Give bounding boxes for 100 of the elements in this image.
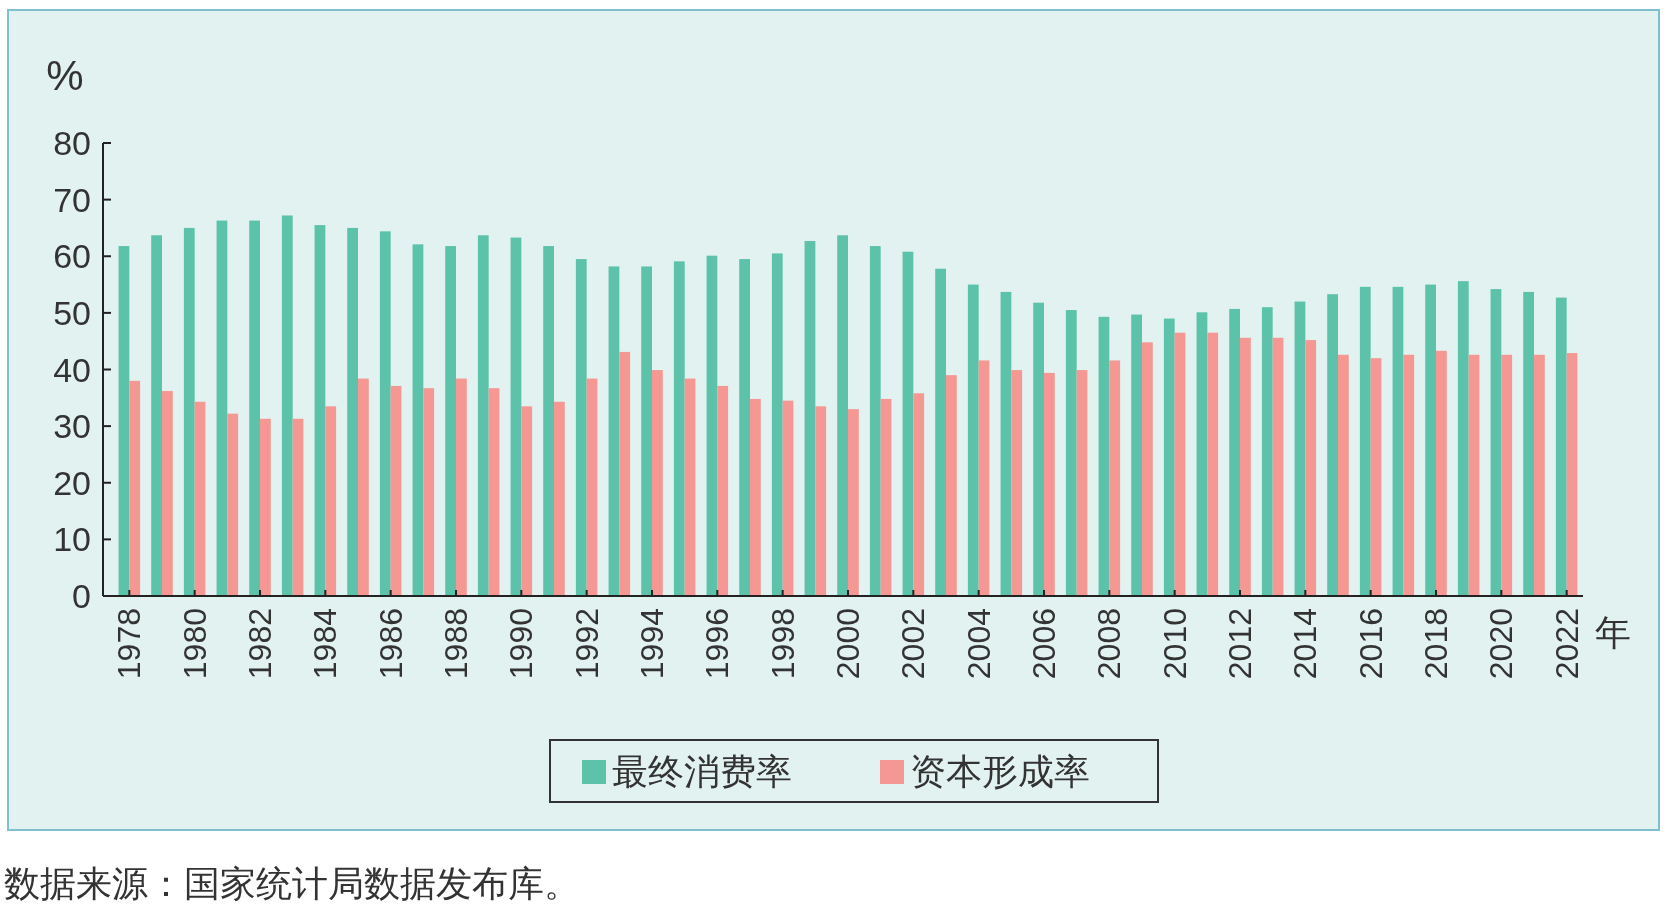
y-tick-label: 50 [53, 293, 91, 332]
x-tick-label: 2006 [1026, 608, 1062, 680]
x-tick-label: 2018 [1418, 608, 1454, 680]
x-tick-label: 1996 [699, 608, 736, 680]
y-tick-label: 60 [53, 237, 91, 276]
bar [521, 406, 533, 596]
x-tick-label: 1994 [634, 608, 670, 680]
x-tick-label: 2014 [1287, 608, 1324, 680]
y-tick-label: 10 [53, 520, 91, 559]
x-tick-label: 2016 [1352, 608, 1389, 680]
bar [260, 418, 271, 596]
bar [129, 380, 141, 596]
bar [880, 398, 892, 596]
bar [1000, 291, 1012, 596]
bar [477, 235, 489, 596]
bar [1294, 301, 1306, 596]
x-tick-label: 2004 [960, 608, 997, 680]
bar [118, 246, 130, 596]
y-tick-label: 30 [53, 407, 91, 446]
bar [869, 246, 881, 596]
x-tick-label: 2010 [1156, 608, 1193, 680]
bar [325, 406, 337, 596]
bar [314, 225, 326, 596]
x-tick-label: 1998 [764, 608, 801, 680]
x-tick-label: 1982 [242, 608, 278, 680]
bar [488, 388, 500, 596]
bar [902, 251, 914, 596]
bar [619, 351, 631, 596]
bar [575, 259, 587, 596]
bar [281, 215, 293, 596]
bar [1261, 307, 1273, 596]
x-axis-title: 年 [1595, 612, 1631, 653]
x-tick-label: 1992 [568, 608, 605, 680]
bar [1076, 370, 1088, 596]
bar [543, 246, 554, 596]
bar [358, 378, 369, 596]
bar [978, 360, 990, 596]
bar [1338, 354, 1349, 596]
x-tick-label: 2002 [895, 608, 932, 680]
bar [848, 409, 859, 596]
bar [608, 266, 620, 596]
y-tick-label: 0 [72, 577, 91, 615]
bar [1468, 354, 1480, 596]
bar [1174, 332, 1186, 596]
bar [1098, 316, 1110, 596]
bar [1403, 354, 1415, 596]
bar [456, 378, 467, 596]
x-tick-label: 1978 [111, 608, 148, 680]
bar [1044, 372, 1055, 596]
bar [162, 391, 173, 596]
bar [1501, 354, 1513, 596]
x-tick-label: 1988 [438, 608, 474, 680]
bar [379, 231, 391, 596]
bar [347, 227, 358, 596]
bar [1033, 302, 1044, 596]
bar [1327, 294, 1338, 596]
bar [1272, 337, 1284, 596]
bar [739, 259, 750, 596]
y-axis-title: % [46, 52, 84, 99]
bar [1370, 358, 1382, 596]
bar [1305, 340, 1317, 596]
bar [946, 375, 957, 596]
bar [967, 284, 979, 596]
x-tick-label: 1984 [307, 608, 344, 680]
bar [750, 398, 761, 596]
bar [423, 388, 435, 596]
bar [652, 370, 663, 596]
bar [1523, 291, 1534, 596]
x-tick-label: 2008 [1091, 608, 1128, 680]
bar [804, 240, 816, 596]
bar [673, 261, 685, 596]
bar [1163, 318, 1175, 596]
bar [1065, 310, 1077, 596]
legend-label: 最终消费率 [612, 751, 792, 792]
bar [586, 378, 598, 596]
x-tick-label: 2020 [1483, 608, 1520, 680]
bar [1109, 360, 1121, 596]
x-tick-label: 1990 [503, 608, 540, 680]
bar [194, 401, 206, 596]
bar [1555, 297, 1567, 596]
y-tick-label: 20 [53, 463, 91, 502]
bar [227, 413, 239, 596]
x-tick-label: 1980 [176, 608, 213, 680]
bar [1011, 370, 1023, 596]
y-tick-label: 80 [53, 124, 91, 162]
bar [554, 401, 565, 596]
bar [1425, 284, 1436, 596]
bar [1457, 281, 1469, 596]
x-tick-label: 2000 [830, 608, 866, 680]
bar [1207, 332, 1219, 596]
bar [151, 235, 162, 596]
bar [1490, 289, 1502, 596]
bar [510, 237, 522, 596]
x-tick-label: 2022 [1548, 608, 1585, 680]
bar [1392, 286, 1404, 596]
bar [717, 385, 729, 596]
bar [1566, 353, 1578, 596]
bar [913, 393, 925, 596]
bar [1534, 354, 1545, 596]
bar [412, 244, 424, 596]
